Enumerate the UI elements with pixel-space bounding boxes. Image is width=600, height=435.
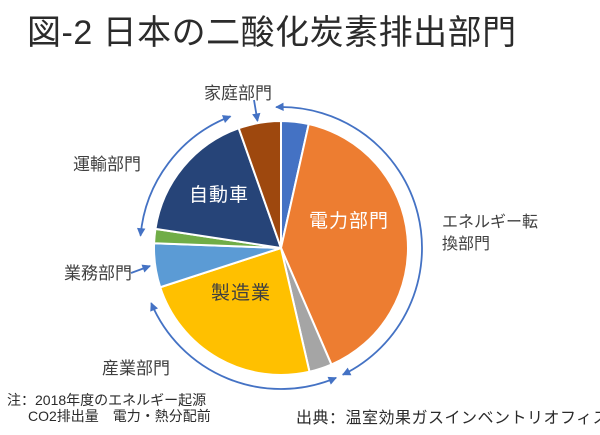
household-pointer-arrow [252, 99, 261, 122]
label-household-sector: 家庭部門 [204, 84, 272, 103]
business-pointer-arrow [130, 264, 151, 274]
label-transport-sector: 運輸部門 [73, 155, 141, 174]
group-arc-2 [137, 115, 232, 237]
label-energy-conversion-sector: エネルギー転換部門 [442, 214, 539, 253]
source-credit: 出典：温室効果ガスインベントリオフィス [296, 410, 600, 427]
slice-label-automobile: 自動車 [189, 185, 250, 206]
pie-slices-group [153, 120, 409, 376]
slice-label-manufacturing: 製造業 [211, 283, 272, 304]
label-industry-sector: 産業部門 [102, 359, 170, 378]
group-arc-1 [150, 302, 338, 390]
note-line-1: 注：2018年度のエネルギー起源 [7, 392, 207, 408]
group-arc-0 [275, 102, 423, 376]
slice-label-electric-power: 電力部門 [309, 211, 390, 232]
note-line-2: CO2排出量 電力・熱分配前 [28, 408, 211, 424]
annotation-arrows-group [130, 99, 423, 390]
label-business-sector: 業務部門 [64, 264, 132, 283]
figure-title: 図-2 日本の二酸化炭素排出部門 [27, 14, 517, 52]
